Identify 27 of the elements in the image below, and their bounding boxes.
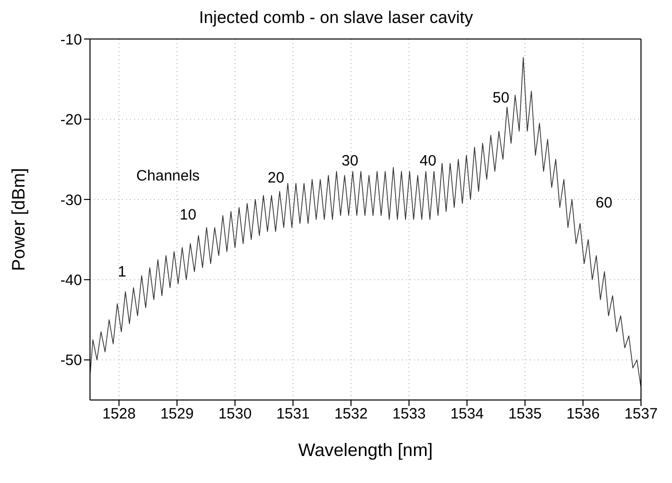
x-axis-title: Wavelength [nm]	[298, 440, 433, 460]
x-tick-label: 1536	[566, 406, 600, 423]
line-series	[90, 57, 641, 388]
annotation: 50	[492, 90, 510, 106]
y-tick-label: -10	[60, 31, 82, 48]
annotation: Channels	[136, 168, 200, 184]
annotation: 60	[596, 194, 612, 212]
annotation: 20	[268, 170, 284, 186]
x-tick-label: 1528	[102, 406, 136, 423]
y-tick-label: -20	[60, 112, 82, 129]
annotation: 40	[420, 152, 436, 170]
chart-title: Injected comb - on slave laser cavity	[198, 8, 474, 28]
x-tick-label: 1532	[334, 406, 368, 423]
x-tick-label: 1533	[392, 406, 426, 423]
x-tick-label: 1529	[160, 406, 194, 423]
y-tick-label: -40	[60, 272, 82, 289]
annotation: 1	[118, 264, 126, 280]
x-tick-label: 1537	[624, 406, 658, 423]
x-tick-label: 1534	[450, 406, 484, 423]
x-tick-label: 1530	[218, 406, 252, 423]
y-tick-label: -30	[60, 192, 82, 209]
annotation: 30	[342, 152, 358, 170]
annotation: 10	[180, 206, 196, 224]
y-axis-title: Power [dBm]	[8, 168, 28, 272]
x-tick-label: 1535	[508, 406, 542, 423]
x-tick-label: 1531	[276, 406, 310, 423]
y-tick-label: -50	[60, 352, 82, 370]
